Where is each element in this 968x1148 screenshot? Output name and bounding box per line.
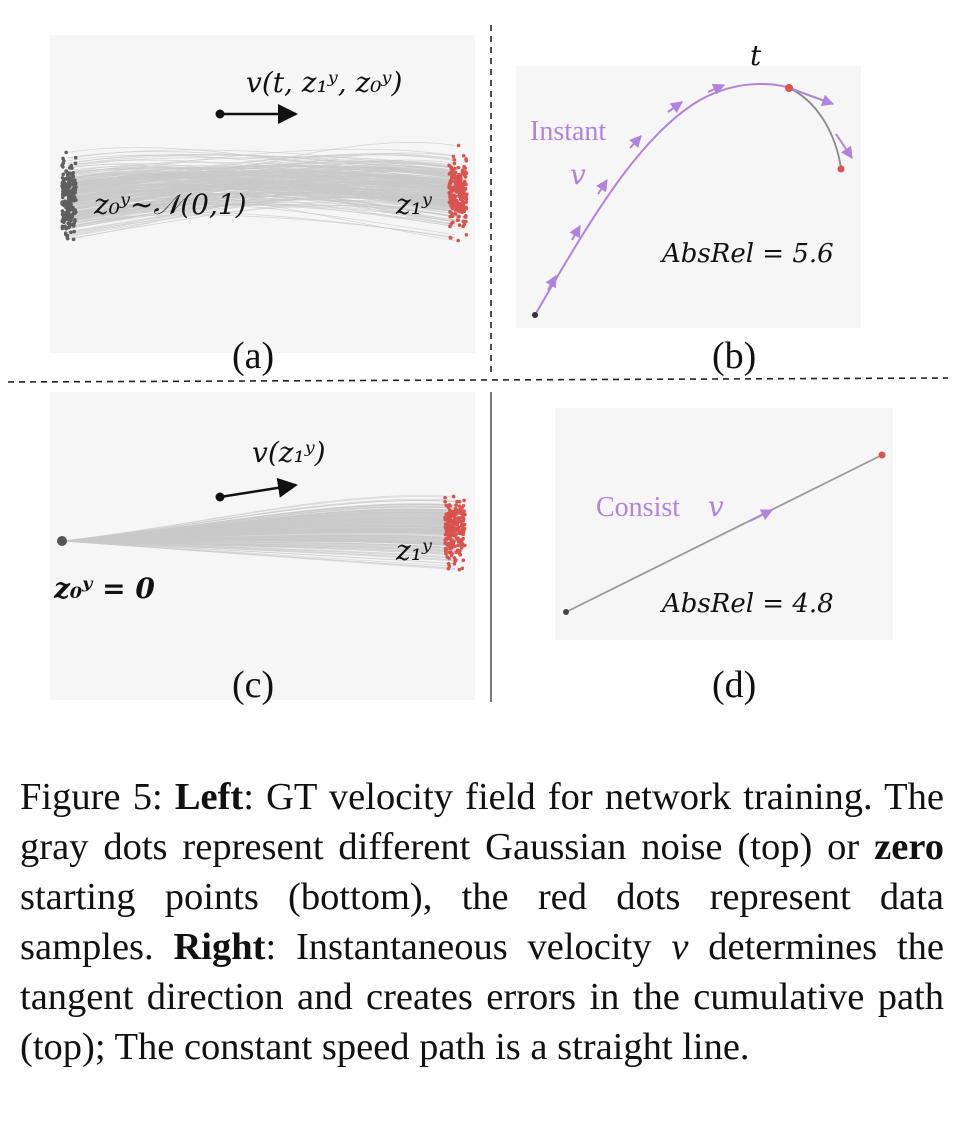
panel-d-consist-word: Consist [596, 492, 680, 523]
panel-b-metric: AbsRel = 5.6 [660, 239, 834, 269]
panel-c-arrow-origin-dot [215, 492, 225, 502]
panel-b-t-label: t [750, 39, 762, 72]
panel-c-source-label: z₀ʸ = 0 [53, 572, 155, 605]
figure-caption: Figure 5: Left: GT velocity field for ne… [20, 772, 944, 1072]
panel-d-label: (d) [712, 664, 756, 706]
caption-left-bold: Left [174, 776, 244, 818]
panel-b-trajectory [532, 82, 853, 318]
panel-c-target-label: z₁ʸ [395, 534, 433, 567]
panel-c-source-dot [57, 536, 67, 546]
caption-prefix: Figure 5: [20, 776, 175, 818]
caption-part4: determines the tangent direction and cre… [20, 926, 944, 1068]
panel-c-flow-lines [61, 494, 456, 571]
panel-a-label: (a) [232, 335, 274, 377]
panel-a-target-label: z₁ʸ [395, 188, 433, 221]
panel-b-label: (b) [712, 335, 756, 377]
panel-d-trajectory [563, 451, 886, 615]
panel-d-consist-v: v [708, 490, 724, 523]
panel-a-velocity-label: v(t, z₁ʸ, z₀ʸ) [246, 66, 402, 99]
panel-d-background [555, 408, 893, 640]
caption-zero-bold: zero [874, 826, 944, 868]
caption-part3: : Instantaneous velocity [265, 926, 672, 968]
panel-a-dots [60, 143, 469, 243]
caption-v-italic: v [671, 926, 689, 968]
panel-b-background [516, 66, 861, 328]
panel-a-arrow-origin-dot [215, 109, 225, 119]
caption-part2: starting points (bottom), the red dots r… [20, 876, 944, 968]
panel-c-velocity-label: v(z₁ʸ) [252, 436, 326, 469]
panel-a-flow-lines [67, 142, 456, 241]
panel-b-instant-word: Instant [530, 116, 606, 147]
figure-5: v(t, z₁ʸ, z₀ʸ) z₀ʸ~𝒩(0,1) z₁ʸ (a) t Inst… [7, 25, 949, 706]
caption-part1: : GT velocity field for network training… [20, 776, 944, 868]
panel-a-source-label: z₀ʸ~𝒩(0,1) [93, 188, 247, 221]
horizontal-divider [7, 377, 949, 383]
panel-d-metric: AbsRel = 4.8 [660, 589, 834, 619]
panel-c-label: (c) [232, 664, 274, 706]
panel-c-velocity-arrow [219, 477, 298, 499]
caption-right-bold: Right [173, 926, 266, 968]
panel-b-instant-v: v [570, 158, 586, 191]
panel-c-dots [443, 494, 467, 572]
